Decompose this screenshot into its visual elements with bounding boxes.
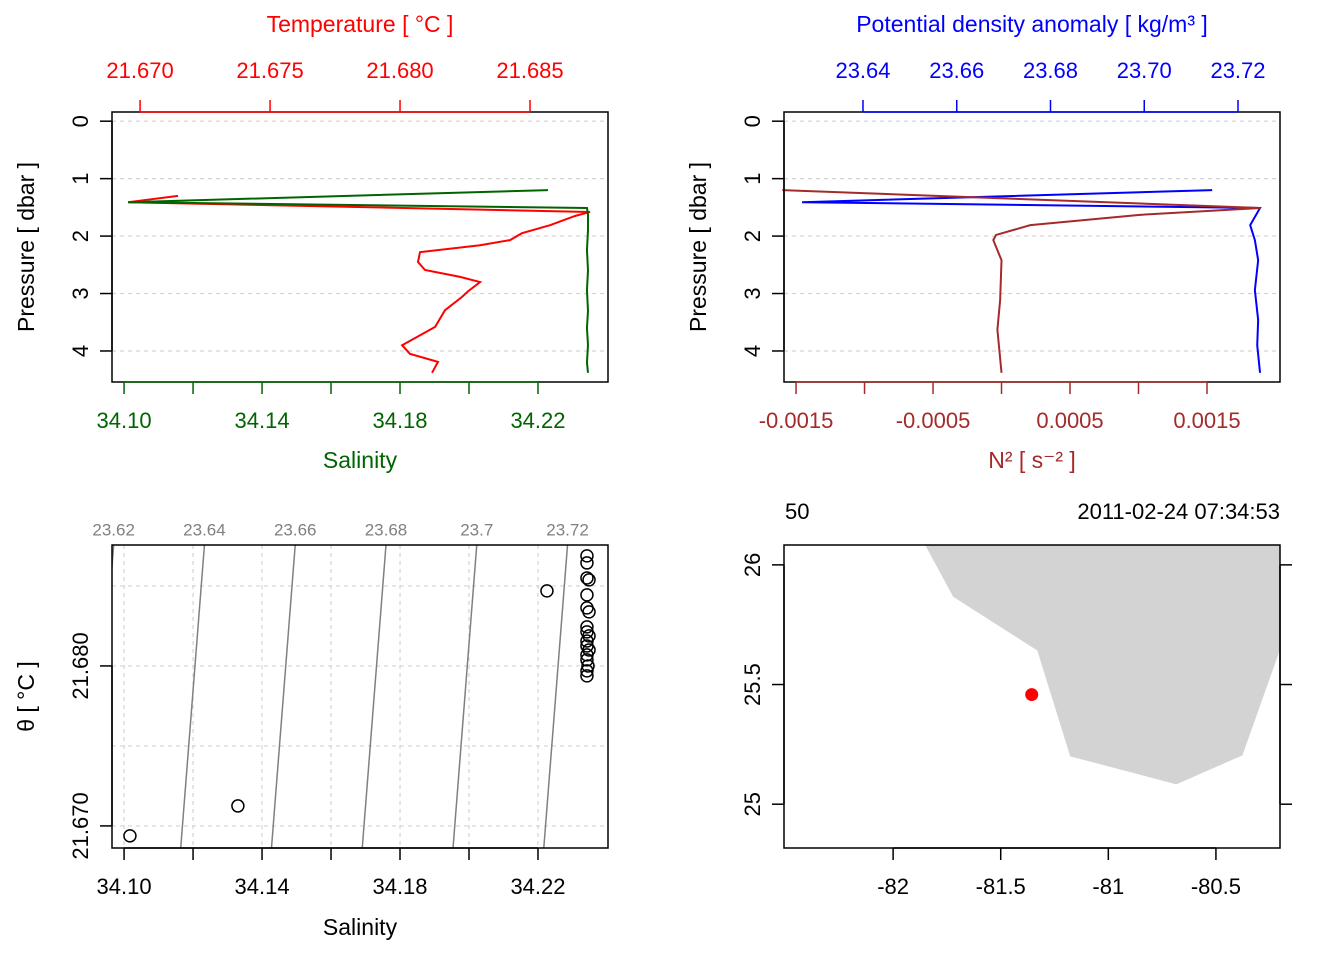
ts-point [580,634,594,648]
ts-point [580,648,594,662]
y-axis-title: θ [ °C ] [13,661,39,732]
tick-label: 3 [740,287,765,299]
tick-label: 23.68 [1023,58,1078,83]
isopycnal-label: 23.7 [460,520,493,539]
tick-label: 21.675 [236,58,303,83]
time-label: 2011-02-24 07:34:53 [1077,499,1280,524]
isopycnal [179,545,206,848]
tick-label: -0.0015 [759,408,834,433]
ts-point [580,664,594,678]
x-axis-title: N² [ s⁻² ] [988,447,1076,473]
tick-label: 0.0015 [1173,408,1240,433]
y-axis-title: Pressure [ dbar ] [685,162,711,332]
tick-label: 3 [68,287,93,299]
tick-label: 34.18 [372,408,427,433]
isopycnal [270,545,296,848]
tick-label: -82 [877,874,909,899]
tick-label: -81 [1092,874,1124,899]
tick-label: 0 [740,115,765,127]
station-label: 50 [785,499,809,524]
tick-label: 34.10 [97,408,152,433]
tick-label: 34.22 [510,408,565,433]
ts-point [580,669,594,683]
tick-label: 23.66 [929,58,984,83]
x2-axis-title: Temperature [ °C ] [267,11,454,37]
x-axis-title: Salinity [323,914,398,940]
profile-line [802,189,1262,373]
station-point [1025,688,1039,702]
ts-point [580,620,594,634]
tick-label: 4 [68,345,93,357]
ts-point [581,659,595,673]
y-axis-title: Pressure [ dbar ] [13,162,39,332]
plot-frame [111,544,609,849]
isopycnal-label: 23.62 [92,520,135,539]
tick-label: 34.10 [97,874,152,899]
isopycnal [112,545,115,576]
ts-point [580,556,594,570]
tick-label: -0.0005 [896,408,971,433]
tick-label: 21.680 [68,632,93,699]
ts-point [582,605,596,619]
ts-point [231,799,245,813]
profile-line [127,194,591,374]
ts-point [580,549,594,563]
tick-label: 26 [740,553,765,577]
tick-label: 2 [740,230,765,242]
tick-label: 34.14 [235,874,290,899]
x2-axis-title: Potential density anomaly [ kg/m³ ] [856,11,1208,37]
tick-label: 1 [740,173,765,185]
tick-label: 0 [68,115,93,127]
isopycnal [452,545,478,848]
isopycnal-label: 23.68 [365,520,408,539]
tick-label: 21.670 [68,792,93,859]
tick-label: 0.0005 [1036,408,1103,433]
isopycnal-label: 23.72 [546,520,589,539]
tick-label: -80.5 [1191,874,1241,899]
profile-line [128,189,589,373]
tick-label: 1 [68,173,93,185]
profile-line [782,189,1261,373]
tick-label: 34.14 [235,408,290,433]
isopycnal-label: 23.66 [274,520,317,539]
tick-label: 25 [740,792,765,816]
ts-point [580,571,594,585]
isopycnal [543,545,569,848]
tick-label: 4 [740,345,765,357]
tick-label: -81.5 [976,874,1026,899]
ts-point [582,573,596,587]
land [925,545,1280,785]
ts-point [540,584,554,598]
tick-label: 21.685 [496,58,563,83]
tick-label: 23.64 [835,58,890,83]
ts-point [580,588,594,602]
plot-frame [783,111,1281,383]
tick-label: 34.22 [510,874,565,899]
isopycnal [361,545,387,848]
tick-label: 2 [68,230,93,242]
ts-point [580,653,594,667]
tick-label: 21.680 [366,58,433,83]
tick-label: 21.670 [106,58,173,83]
plot-frame [111,111,609,383]
ts-point [123,829,137,843]
tick-label: 34.18 [372,874,427,899]
tick-label: 23.72 [1210,58,1265,83]
isopycnal-label: 23.64 [183,520,226,539]
x-axis-title: Salinity [323,447,398,473]
tick-label: 23.70 [1117,58,1172,83]
tick-label: 25.5 [740,663,765,706]
